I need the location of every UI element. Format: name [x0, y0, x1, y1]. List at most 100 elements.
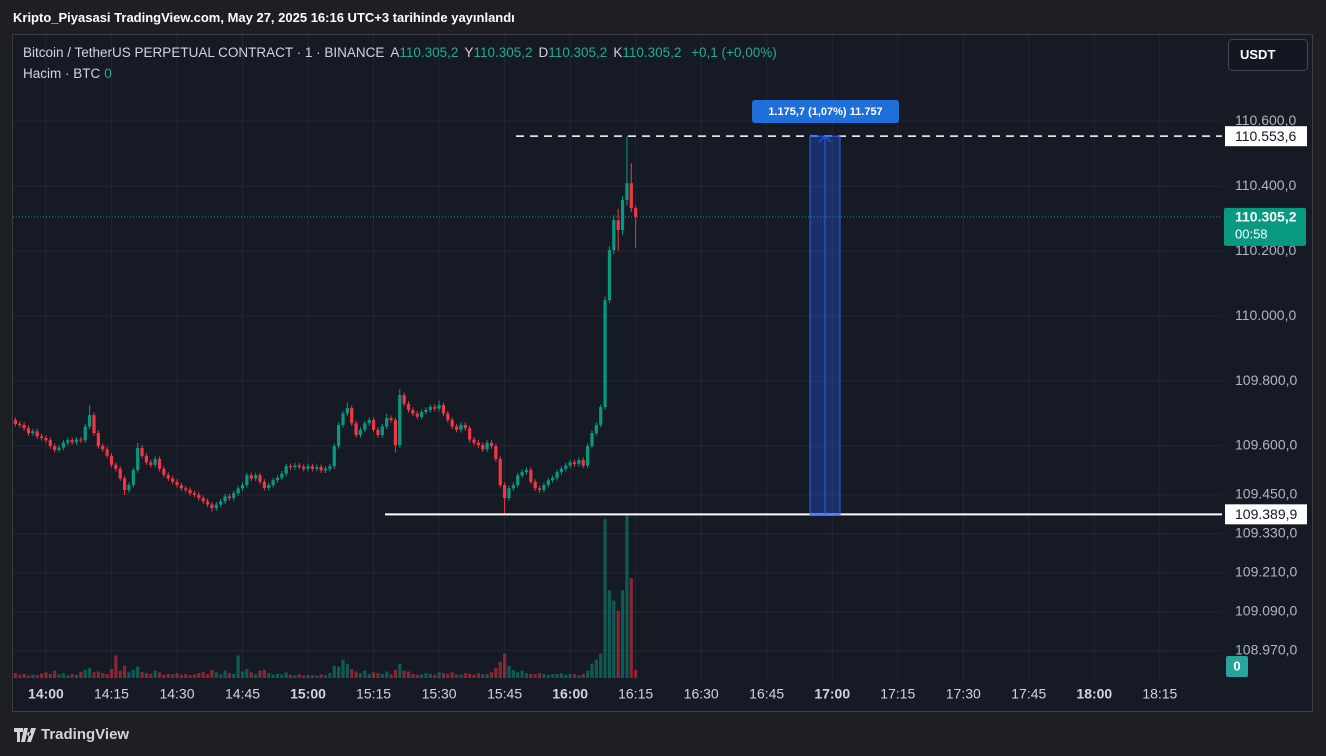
chart-frame: [12, 34, 1313, 712]
candle-body: [437, 405, 441, 409]
candle-body: [363, 423, 367, 430]
volume-bar: [22, 673, 26, 678]
candle-body: [468, 428, 472, 440]
candle-body: [433, 407, 437, 409]
high-level-box: [1225, 126, 1307, 147]
candles: [13, 136, 638, 515]
currency-label[interactable]: USDT: [1240, 47, 1275, 62]
volume-bar: [140, 671, 144, 678]
volume-bar: [332, 665, 336, 678]
candle-body: [122, 478, 127, 490]
candle-body: [271, 480, 275, 486]
candle-body: [280, 473, 284, 478]
candle-body: [302, 466, 306, 469]
candle-body: [74, 439, 79, 443]
volume-bar: [424, 673, 428, 678]
volume-bar: [149, 673, 153, 678]
header-title: Kripto_Piyasasi TradingView.com, May 27,…: [13, 10, 515, 25]
volume-bar: [446, 673, 450, 678]
candle-body: [376, 429, 380, 435]
candle-body: [546, 480, 550, 486]
low-level-label: 109.389,9: [1235, 506, 1297, 522]
candle-body: [620, 200, 625, 230]
candle-body: [162, 468, 166, 475]
candle-body: [323, 468, 328, 471]
volume-bar: [481, 674, 485, 678]
candle-body: [428, 407, 432, 410]
currency-button[interactable]: USDT: [1228, 39, 1308, 71]
volume-bar: [236, 655, 240, 678]
volume-legend-value: 0: [104, 66, 112, 81]
volume-bar: [450, 672, 454, 678]
x-tick-label: 16:30: [684, 686, 719, 702]
candle-body: [214, 504, 218, 509]
volume-bar: [586, 670, 590, 678]
candle-body: [44, 437, 48, 441]
volume-bar: [197, 673, 201, 678]
candle-body: [166, 474, 170, 479]
volume-bar: [219, 674, 223, 678]
volume-bar: [398, 663, 402, 678]
volume-bar: [96, 671, 100, 678]
candle-body: [201, 498, 205, 502]
candle-body: [503, 485, 507, 499]
candle-body: [358, 429, 363, 435]
volume-bar: [507, 665, 511, 678]
volume-bar: [101, 673, 105, 678]
volume-bar: [476, 673, 481, 678]
candle-body: [393, 420, 398, 446]
volume-bar: [92, 672, 96, 678]
volume-bar: [350, 669, 354, 678]
candle-body: [568, 462, 572, 466]
candle-body: [599, 407, 603, 425]
candle-body: [581, 460, 585, 466]
candle-body: [594, 424, 598, 434]
x-tick-label: 18:15: [1142, 686, 1177, 702]
volume-bar: [175, 673, 179, 678]
volume-bar: [459, 674, 463, 678]
y-tick-label: 109.600,0: [1235, 437, 1297, 453]
candle-body: [92, 415, 96, 434]
x-tick-label: 14:30: [159, 686, 194, 702]
volume-legend: Hacim · BTC 0: [23, 66, 112, 81]
volume-legend-label: Hacim · BTC: [23, 66, 101, 81]
candle-body: [306, 466, 310, 469]
candle-body: [607, 250, 612, 301]
symbol-title: Bitcoin / TetherUS PERPETUAL CONTRACT · …: [23, 45, 385, 60]
x-tick-label: 17:30: [946, 686, 981, 702]
volume-bar: [494, 667, 498, 678]
candle-body: [127, 485, 131, 490]
volume-bar: [310, 675, 315, 678]
candle-body: [188, 489, 192, 494]
volume-bar: [258, 670, 262, 678]
candle-body: [175, 481, 179, 486]
candle-body: [171, 478, 175, 482]
volume-bar: [559, 673, 563, 678]
volume-bar: [74, 674, 79, 678]
x-tick-label: 16:15: [618, 686, 653, 702]
volume-bar: [590, 663, 594, 678]
volume-bar: [498, 661, 502, 678]
volume-pane: [13, 515, 638, 678]
candle-body: [350, 408, 354, 424]
change: +0,1 (+0,00%): [691, 45, 777, 60]
volume-bar: [612, 600, 616, 678]
candle-body: [31, 431, 35, 434]
y-tick-label: 109.450,0: [1235, 485, 1297, 501]
volume-bar: [297, 674, 301, 678]
volume-bar: [48, 673, 52, 678]
x-tick-label: 15:45: [487, 686, 522, 702]
candle-body: [603, 300, 607, 408]
candle-body: [223, 496, 227, 502]
currency-button-box[interactable]: [1228, 39, 1308, 71]
volume-bar: [188, 675, 192, 678]
candle-body: [197, 494, 201, 499]
volume-bar: [144, 673, 149, 678]
candle-body: [472, 439, 476, 443]
volume-bar: [594, 659, 598, 678]
candle-body: [616, 220, 620, 230]
candle-body: [18, 423, 22, 425]
candle-body: [219, 501, 223, 505]
volume-bar: [70, 673, 74, 678]
candle-body: [481, 445, 485, 450]
